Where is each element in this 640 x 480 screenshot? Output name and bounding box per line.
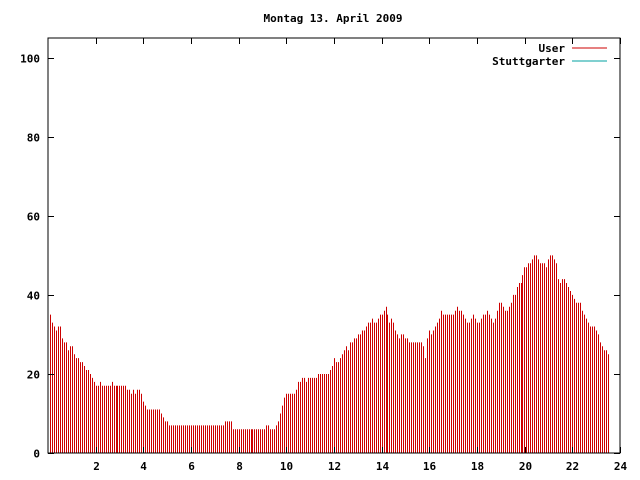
x-tick-label: 16 xyxy=(423,460,437,473)
x-tick-label: 20 xyxy=(519,460,532,473)
legend: User Stuttgarter xyxy=(492,42,607,68)
y-tick-label: 80 xyxy=(27,132,40,145)
legend-label-user: User xyxy=(539,42,566,55)
x-tick-label: 8 xyxy=(236,460,243,473)
y-tick-label: 100 xyxy=(20,53,40,66)
x-tick-label: 24 xyxy=(614,460,628,473)
x-tick-label: 6 xyxy=(188,460,195,473)
y-axis: 0 20 40 60 80 100 xyxy=(20,53,620,461)
y-tick-label: 0 xyxy=(33,448,40,461)
x-tick-label: 14 xyxy=(376,460,390,473)
x-tick-label: 4 xyxy=(140,460,147,473)
x-tick-label: 18 xyxy=(471,460,484,473)
x-tick-label: 22 xyxy=(566,460,579,473)
x-tick-label: 12 xyxy=(328,460,341,473)
y-tick-label: 40 xyxy=(27,290,40,303)
x-tick-label: 10 xyxy=(280,460,293,473)
x-axis: 2 4 6 8 10 12 14 16 18 20 22 24 xyxy=(93,38,627,473)
y-tick-label: 60 xyxy=(27,211,40,224)
chart-title: Montag 13. April 2009 xyxy=(263,12,402,25)
bar-group xyxy=(50,255,609,453)
x-tick-label: 2 xyxy=(93,460,100,473)
legend-label-stuttgarter: Stuttgarter xyxy=(492,55,565,68)
y-tick-label: 20 xyxy=(27,369,40,382)
